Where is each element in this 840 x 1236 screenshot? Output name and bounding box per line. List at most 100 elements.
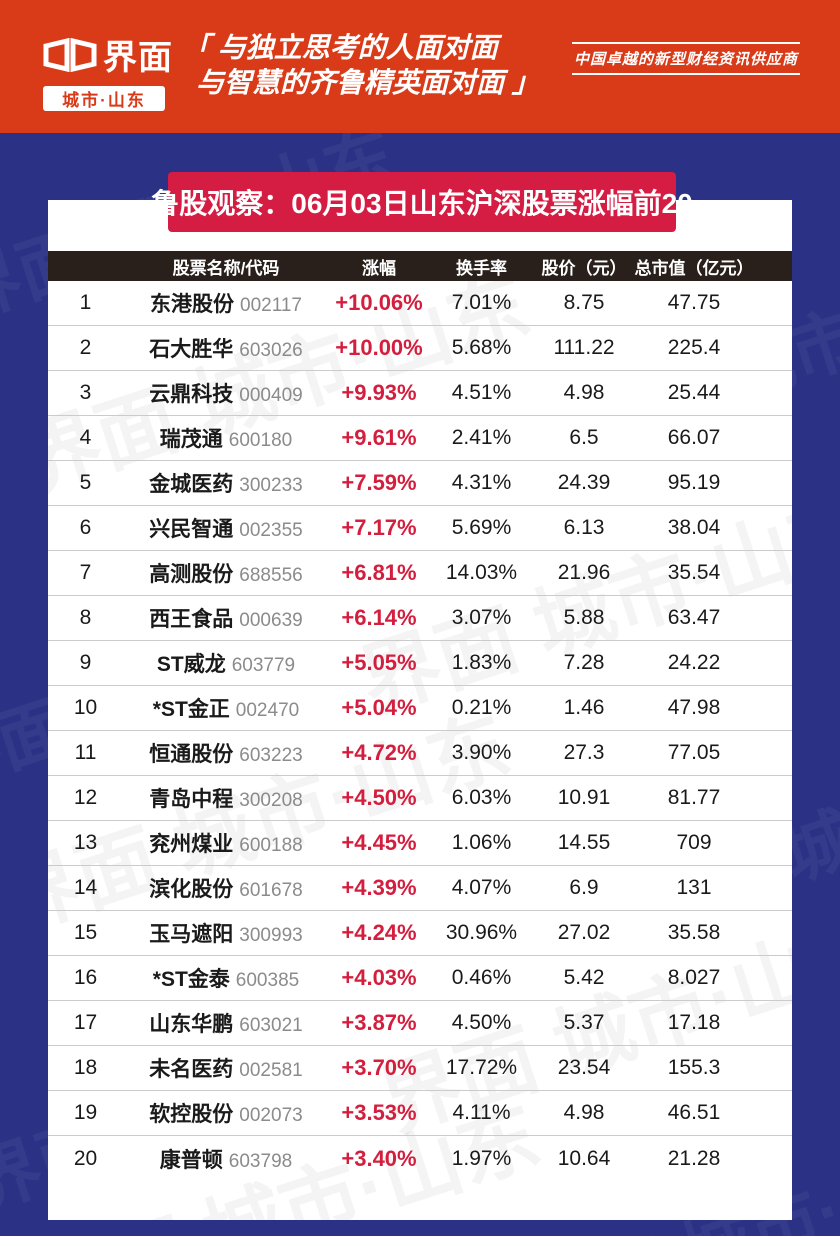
rank-number: 13 xyxy=(73,831,98,854)
gain-percent: +10.06% xyxy=(335,290,423,315)
stock-code: 603798 xyxy=(228,1150,293,1172)
stock-code: 601678 xyxy=(239,880,303,901)
stock-name: 瑞茂通 xyxy=(159,428,223,451)
market-cap: 63.47 xyxy=(667,606,721,629)
market-cap: 47.75 xyxy=(667,291,721,314)
stock-name-code: 软控股份 002073 xyxy=(123,1098,329,1128)
turnover-percent: 4.50% xyxy=(451,1011,512,1034)
rank-number: 12 xyxy=(73,786,98,809)
stock-name-code: 兴民智通 002355 xyxy=(123,513,329,543)
stock-name-code: 恒通股份 603223 xyxy=(123,738,329,768)
turnover-percent: 6.03% xyxy=(451,786,512,809)
rank-number: 14 xyxy=(73,876,98,899)
stock-code: 002581 xyxy=(239,1060,303,1081)
stock-name: *ST金正 xyxy=(152,698,230,721)
table-row: 2 石大胜华 603026 +10.00% 5.68% 111.22 225.4 xyxy=(48,326,792,371)
rank-number: 7 xyxy=(79,561,92,584)
turnover-percent: 3.07% xyxy=(451,606,512,629)
market-cap: 95.19 xyxy=(667,471,721,494)
stock-name-code: 玉马遮阳 300993 xyxy=(123,918,329,948)
market-cap: 38.04 xyxy=(667,516,721,539)
table-row: 1 东港股份 002117 +10.06% 7.01% 8.75 47.75 xyxy=(48,281,792,326)
stock-name: 西王食品 xyxy=(149,608,234,631)
brand-name: 界面 xyxy=(103,39,173,77)
table-row: 15 玉马遮阳 300993 +4.24% 30.96% 27.02 35.58 xyxy=(48,911,792,956)
stock-name: 青岛中程 xyxy=(149,788,234,811)
stock-price: 4.98 xyxy=(563,381,605,404)
market-cap: 66.07 xyxy=(667,426,721,449)
column-header-price: 股价（元） xyxy=(541,258,627,278)
stock-name: 山东华鹏 xyxy=(149,1013,234,1036)
rank-number: 4 xyxy=(79,426,92,449)
column-header-cap: 总市值（亿元） xyxy=(634,258,754,278)
gain-percent: +4.24% xyxy=(341,920,417,945)
table-row: 11 恒通股份 603223 +4.72% 3.90% 27.3 77.05 xyxy=(48,731,792,776)
market-cap: 8.027 xyxy=(667,966,721,989)
stock-price: 7.28 xyxy=(563,651,605,674)
rank-number: 8 xyxy=(79,606,92,629)
turnover-percent: 2.41% xyxy=(451,426,512,449)
table-header-row: 股票名称/代码 涨幅 换手率 股价（元） 总市值（亿元） xyxy=(48,251,792,281)
market-cap: 225.4 xyxy=(667,336,721,359)
turnover-percent: 4.31% xyxy=(451,471,512,494)
table-row: 19 软控股份 002073 +3.53% 4.11% 4.98 46.51 xyxy=(48,1091,792,1136)
rank-number: 15 xyxy=(73,921,98,944)
market-cap: 35.58 xyxy=(667,921,721,944)
rank-number: 10 xyxy=(73,696,98,719)
stock-code: 300208 xyxy=(239,790,303,811)
gain-percent: +7.17% xyxy=(341,515,417,540)
table-row: 4 瑞茂通 600180 +9.61% 2.41% 6.5 66.07 xyxy=(48,416,792,461)
stock-name: 恒通股份 xyxy=(149,743,234,766)
slogan-line-2: 与智慧的齐鲁精英面对面 」 xyxy=(196,67,540,98)
stock-name: 东港股份 xyxy=(150,293,234,316)
gain-percent: +3.40% xyxy=(341,1145,417,1171)
rank-number: 16 xyxy=(73,966,98,989)
stock-name: 未名医药 xyxy=(149,1058,234,1081)
brand-sub-label: 城市·山东 xyxy=(43,86,165,111)
gain-percent: +6.81% xyxy=(341,560,417,585)
stock-name-code: 瑞茂通 600180 xyxy=(123,423,329,453)
rank-number: 20 xyxy=(73,1146,98,1170)
gain-percent: +9.61% xyxy=(341,425,417,450)
stock-name-code: 云鼎科技 000409 xyxy=(123,378,329,408)
rank-number: 1 xyxy=(79,291,92,314)
table-row: 16 *ST金泰 600385 +4.03% 0.46% 5.42 8.027 xyxy=(48,956,792,1001)
stock-price: 5.88 xyxy=(563,606,605,629)
stock-name-code: 高测股份 688556 xyxy=(123,558,329,588)
stock-code: 603223 xyxy=(239,745,303,766)
stock-price: 111.22 xyxy=(553,336,615,359)
market-cap: 17.18 xyxy=(667,1011,721,1034)
turnover-percent: 1.06% xyxy=(451,831,512,854)
turnover-percent: 0.46% xyxy=(451,966,512,989)
stock-code: 300993 xyxy=(239,925,303,946)
table-row: 13 兖州煤业 600188 +4.45% 1.06% 14.55 709 xyxy=(48,821,792,866)
stock-price: 27.3 xyxy=(563,741,605,764)
gain-percent: +5.04% xyxy=(341,695,417,720)
stock-code: 600188 xyxy=(239,835,303,856)
stock-price: 14.55 xyxy=(557,831,611,854)
turnover-percent: 1.97% xyxy=(451,1146,512,1170)
market-cap: 77.05 xyxy=(667,741,721,764)
stock-price: 6.9 xyxy=(569,876,599,899)
gain-percent: +4.39% xyxy=(341,875,417,900)
stock-code: 688556 xyxy=(239,565,303,586)
company-tagline: 中国卓越的新型财经资讯供应商 xyxy=(571,42,800,75)
table-row: 6 兴民智通 002355 +7.17% 5.69% 6.13 38.04 xyxy=(48,506,792,551)
turnover-percent: 0.21% xyxy=(451,696,512,719)
turnover-percent: 4.11% xyxy=(452,1101,511,1124)
stock-name-code: ST威龙 603779 xyxy=(123,648,329,678)
turnover-percent: 30.96% xyxy=(445,921,518,944)
table-body: 1 东港股份 002117 +10.06% 7.01% 8.75 47.75 2 … xyxy=(48,281,792,1181)
stock-name-code: 金城医药 300233 xyxy=(123,468,329,498)
column-header-turnover: 换手率 xyxy=(456,258,507,278)
stock-name-code: 青岛中程 300208 xyxy=(123,783,329,813)
table-row: 18 未名医药 002581 +3.70% 17.72% 23.54 155.3 xyxy=(48,1046,792,1091)
stock-code: 600385 xyxy=(235,970,300,991)
stock-code: 300233 xyxy=(239,475,303,496)
stock-code: 000409 xyxy=(239,385,303,406)
turnover-percent: 14.03% xyxy=(445,561,518,584)
market-cap: 21.28 xyxy=(667,1146,721,1170)
stock-price: 4.98 xyxy=(563,1101,605,1124)
table-row: 12 青岛中程 300208 +4.50% 6.03% 10.91 81.77 xyxy=(48,776,792,821)
